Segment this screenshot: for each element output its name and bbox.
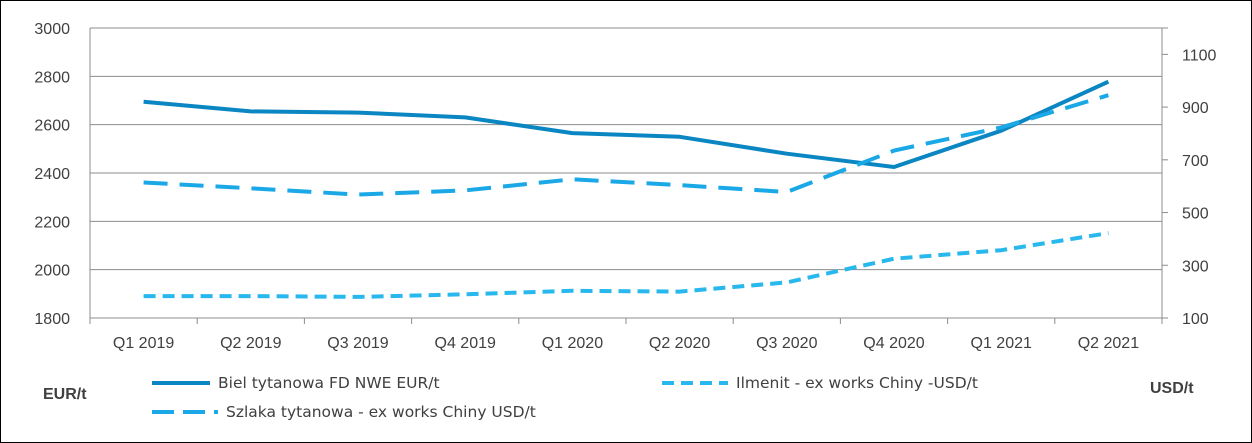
y-tick-label: 2800 bbox=[34, 69, 70, 86]
x-tick-label: Q2 2019 bbox=[220, 335, 281, 352]
y-tick-label: 2400 bbox=[34, 166, 70, 183]
right-axis-unit: USD/t bbox=[1150, 380, 1194, 397]
y-tick-label: 1800 bbox=[34, 311, 70, 328]
x-tick-label: Q2 2021 bbox=[1078, 335, 1139, 352]
y-tick-label: 2200 bbox=[34, 214, 70, 231]
series-line-1 bbox=[143, 79, 1110, 169]
x-tick-label: Q1 2021 bbox=[971, 335, 1032, 352]
legend-item-biel: Biel tytanowa FD NWE EUR/t bbox=[150, 374, 440, 392]
y2-tick-label: 500 bbox=[1182, 206, 1209, 223]
legend-item-szlaka: Szlaka tytanowa - ex works Chiny USD/t bbox=[150, 403, 536, 421]
x-tick-label: Q3 2019 bbox=[327, 335, 388, 352]
y2-tick-label: 300 bbox=[1182, 258, 1209, 275]
series-line-3 bbox=[143, 93, 1109, 197]
x-tick-label: Q2 2020 bbox=[649, 335, 710, 352]
grid bbox=[90, 27, 1162, 319]
x-tick-label: Q4 2020 bbox=[863, 335, 924, 352]
x-tick-label: Q1 2020 bbox=[542, 335, 603, 352]
legend-label: Szlaka tytanowa - ex works Chiny USD/t bbox=[226, 403, 536, 421]
y-tick-label: 2600 bbox=[34, 118, 70, 135]
y2-tick-label: 100 bbox=[1182, 311, 1209, 328]
x-tick-label: Q4 2019 bbox=[435, 335, 496, 352]
y-tick-label: 3000 bbox=[34, 21, 70, 38]
legend-label: Biel tytanowa FD NWE EUR/t bbox=[218, 374, 440, 392]
legend-item-ilmenit: Ilmenit - ex works Chiny -USD/t bbox=[660, 374, 978, 392]
x-tick-label: Q3 2020 bbox=[756, 335, 817, 352]
y2-tick-label: 1100 bbox=[1182, 47, 1217, 64]
y-tick-label: 2000 bbox=[34, 263, 70, 280]
legend-swatch-solid bbox=[152, 381, 210, 385]
left-axis-unit: EUR/t bbox=[43, 386, 87, 403]
legend-swatch-longdash bbox=[152, 410, 218, 414]
series-line-2 bbox=[143, 231, 1109, 299]
legend-swatch-dashed bbox=[662, 381, 728, 385]
tick-labels: 1800 2000 2200 2400 2600 2800 3000 100 300 500 700… bbox=[34, 21, 1216, 352]
axes bbox=[89, 27, 1168, 324]
series-lines bbox=[143, 79, 1110, 299]
y2-tick-label: 700 bbox=[1182, 153, 1209, 170]
y2-tick-label: 900 bbox=[1182, 100, 1209, 117]
legend-label: Ilmenit - ex works Chiny -USD/t bbox=[736, 374, 978, 392]
x-tick-label: Q1 2019 bbox=[113, 335, 174, 352]
